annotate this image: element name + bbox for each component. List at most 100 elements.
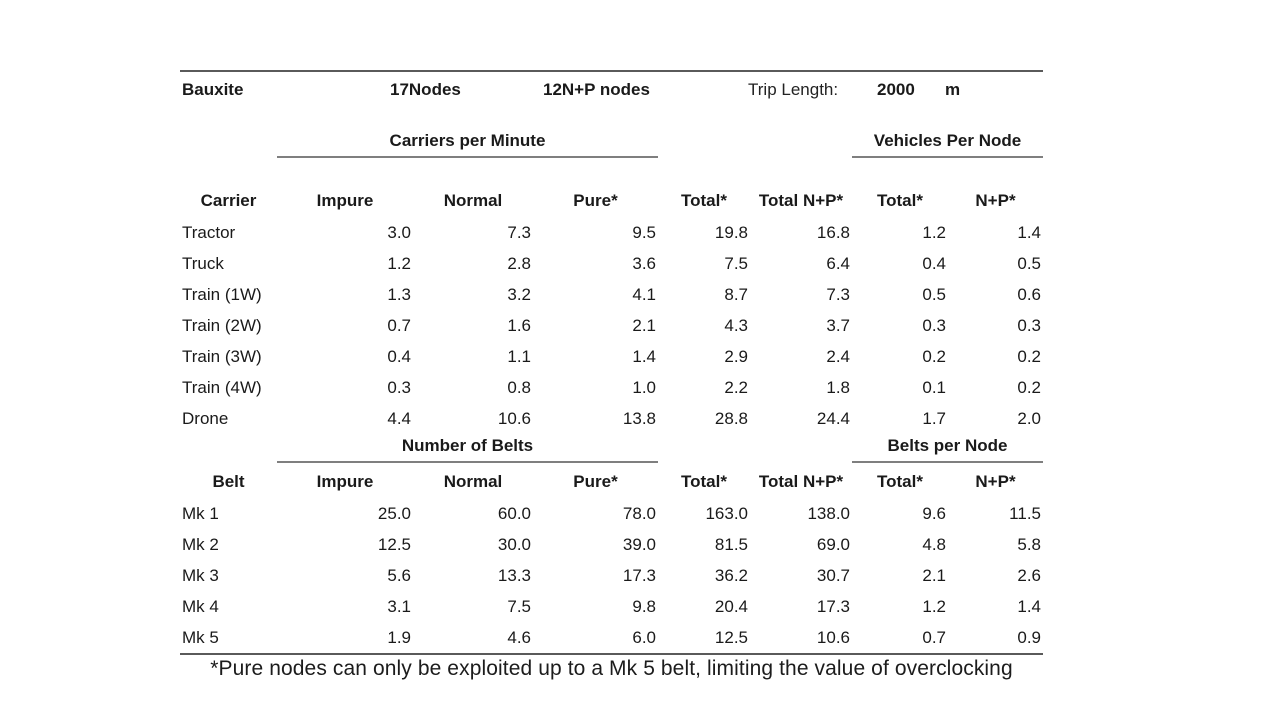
resource-name: Bauxite	[182, 80, 244, 99]
column-header: Impure	[316, 191, 374, 210]
np-nodes-count: 12N+P nodes	[543, 80, 650, 99]
column-header: Pure*	[573, 472, 618, 491]
value-cell: 13.8	[622, 408, 656, 428]
value-cell: 1.7	[922, 408, 946, 428]
column-header: Impure	[316, 472, 374, 491]
value-cell: 2.2	[724, 377, 748, 397]
value-cell: 1.2	[922, 596, 946, 616]
value-cell: 2.9	[724, 346, 748, 366]
value-cell: 2.1	[632, 315, 656, 335]
value-cell: 39.0	[622, 534, 656, 554]
value-cell: 2.0	[1017, 408, 1041, 428]
column-header: Normal	[443, 472, 503, 491]
value-cell: 4.6	[507, 627, 531, 647]
value-cell: 8.7	[724, 284, 748, 304]
value-cell: 0.2	[1017, 346, 1041, 366]
trip-length-unit: m	[945, 80, 961, 99]
value-cell: 17.3	[816, 596, 850, 616]
column-header: Normal	[443, 191, 503, 210]
row-label: Mk 2	[182, 534, 219, 554]
value-cell: 9.5	[632, 222, 656, 242]
value-cell: 1.2	[387, 253, 411, 273]
column-header: Pure*	[573, 191, 618, 210]
table-row: Mk 4 3.1 7.5 9.8 20.4 17.3 1.2 1.4	[180, 591, 1043, 622]
value-cell: 2.6	[1017, 565, 1041, 585]
table-row: Tractor 3.0 7.3 9.5 19.8 16.8 1.2 1.4	[180, 217, 1043, 248]
vehicles-per-node-title: Vehicles Per Node	[852, 131, 1043, 158]
value-cell: 28.8	[714, 408, 748, 428]
value-cell: 12.5	[377, 534, 411, 554]
value-cell: 1.1	[507, 346, 531, 366]
row-label: Train (2W)	[182, 315, 262, 335]
table-row: Mk 2 12.5 30.0 39.0 81.5 69.0 4.8 5.8	[180, 529, 1043, 560]
footnote: *Pure nodes can only be exploited up to …	[210, 657, 1013, 680]
column-header: Total N+P*	[758, 191, 844, 210]
value-cell: 10.6	[497, 408, 531, 428]
value-cell: 6.0	[632, 627, 656, 647]
row-label: Train (1W)	[182, 284, 262, 304]
row-label: Tractor	[182, 222, 236, 242]
value-cell: 9.6	[922, 503, 946, 523]
table-row: Truck 1.2 2.8 3.6 7.5 6.4 0.4 0.5	[180, 248, 1043, 279]
value-cell: 30.0	[497, 534, 531, 554]
row-label: Train (4W)	[182, 377, 262, 397]
belts-rows: Mk 1 25.0 60.0 78.0 163.0 138.0 9.6 11.5 Mk 2 12.…	[180, 498, 1043, 653]
value-cell: 10.6	[816, 627, 850, 647]
value-cell: 0.4	[922, 253, 946, 273]
table-row: Drone 4.4 10.6 13.8 28.8 24.4 1.7 2.0	[180, 403, 1043, 434]
column-header: N+P*	[975, 472, 1016, 491]
value-cell: 5.6	[387, 565, 411, 585]
nodes-count: 17Nodes	[390, 80, 461, 99]
table-row: Train (1W) 1.3 3.2 4.1 8.7 7.3 0.5 0.6	[180, 279, 1043, 310]
value-cell: 1.8	[826, 377, 850, 397]
value-cell: 78.0	[622, 503, 656, 523]
table-row: Train (2W) 0.7 1.6 2.1 4.3 3.7 0.3 0.3	[180, 310, 1043, 341]
value-cell: 36.2	[714, 565, 748, 585]
carriers-per-minute-title: Carriers per Minute	[277, 131, 658, 158]
row-label: Mk 4	[182, 596, 219, 616]
value-cell: 4.8	[922, 534, 946, 554]
value-cell: 1.3	[387, 284, 411, 304]
table-row: Mk 5 1.9 4.6 6.0 12.5 10.6 0.7 0.9	[180, 622, 1043, 653]
row-label: Drone	[182, 408, 229, 428]
value-cell: 1.4	[632, 346, 656, 366]
value-cell: 3.7	[826, 315, 850, 335]
carriers-header-row: Carrier Impure Normal Pure* Total* Total…	[180, 158, 1043, 217]
value-cell: 2.4	[826, 346, 850, 366]
column-header: Total*	[877, 191, 923, 210]
column-header: Total*	[681, 191, 727, 210]
value-cell: 0.5	[922, 284, 946, 304]
value-cell: 6.4	[826, 253, 850, 273]
value-cell: 1.6	[507, 315, 531, 335]
column-header: Total*	[681, 472, 727, 491]
value-cell: 4.1	[632, 284, 656, 304]
value-cell: 25.0	[377, 503, 411, 523]
value-cell: 17.3	[622, 565, 656, 585]
value-cell: 12.5	[714, 627, 748, 647]
value-cell: 3.6	[632, 253, 656, 273]
value-cell: 0.1	[922, 377, 946, 397]
value-cell: 4.4	[387, 408, 411, 428]
value-cell: 1.2	[922, 222, 946, 242]
column-header: Belt	[212, 472, 245, 491]
trip-length-label: Trip Length:	[748, 80, 839, 99]
title-row: Bauxite 17Nodes 12N+P nodes Trip Length:…	[180, 72, 1043, 108]
number-of-belts-title: Number of Belts	[277, 436, 658, 463]
resource-table: Bauxite 17Nodes 12N+P nodes Trip Length:…	[180, 70, 1043, 655]
column-header: Total N+P*	[758, 472, 844, 491]
value-cell: 1.0	[632, 377, 656, 397]
row-label: Mk 3	[182, 565, 219, 585]
value-cell: 0.6	[1017, 284, 1041, 304]
value-cell: 138.0	[807, 503, 850, 523]
value-cell: 0.7	[387, 315, 411, 335]
column-header: N+P*	[975, 191, 1016, 210]
row-label: Truck	[182, 253, 224, 273]
value-cell: 19.8	[714, 222, 748, 242]
value-cell: 20.4	[714, 596, 748, 616]
value-cell: 81.5	[714, 534, 748, 554]
value-cell: 9.8	[632, 596, 656, 616]
value-cell: 0.3	[387, 377, 411, 397]
table-row: Train (3W) 0.4 1.1 1.4 2.9 2.4 0.2 0.2	[180, 341, 1043, 372]
carriers-rows: Tractor 3.0 7.3 9.5 19.8 16.8 1.2 1.4 Truck 1.2 2.…	[180, 217, 1043, 434]
